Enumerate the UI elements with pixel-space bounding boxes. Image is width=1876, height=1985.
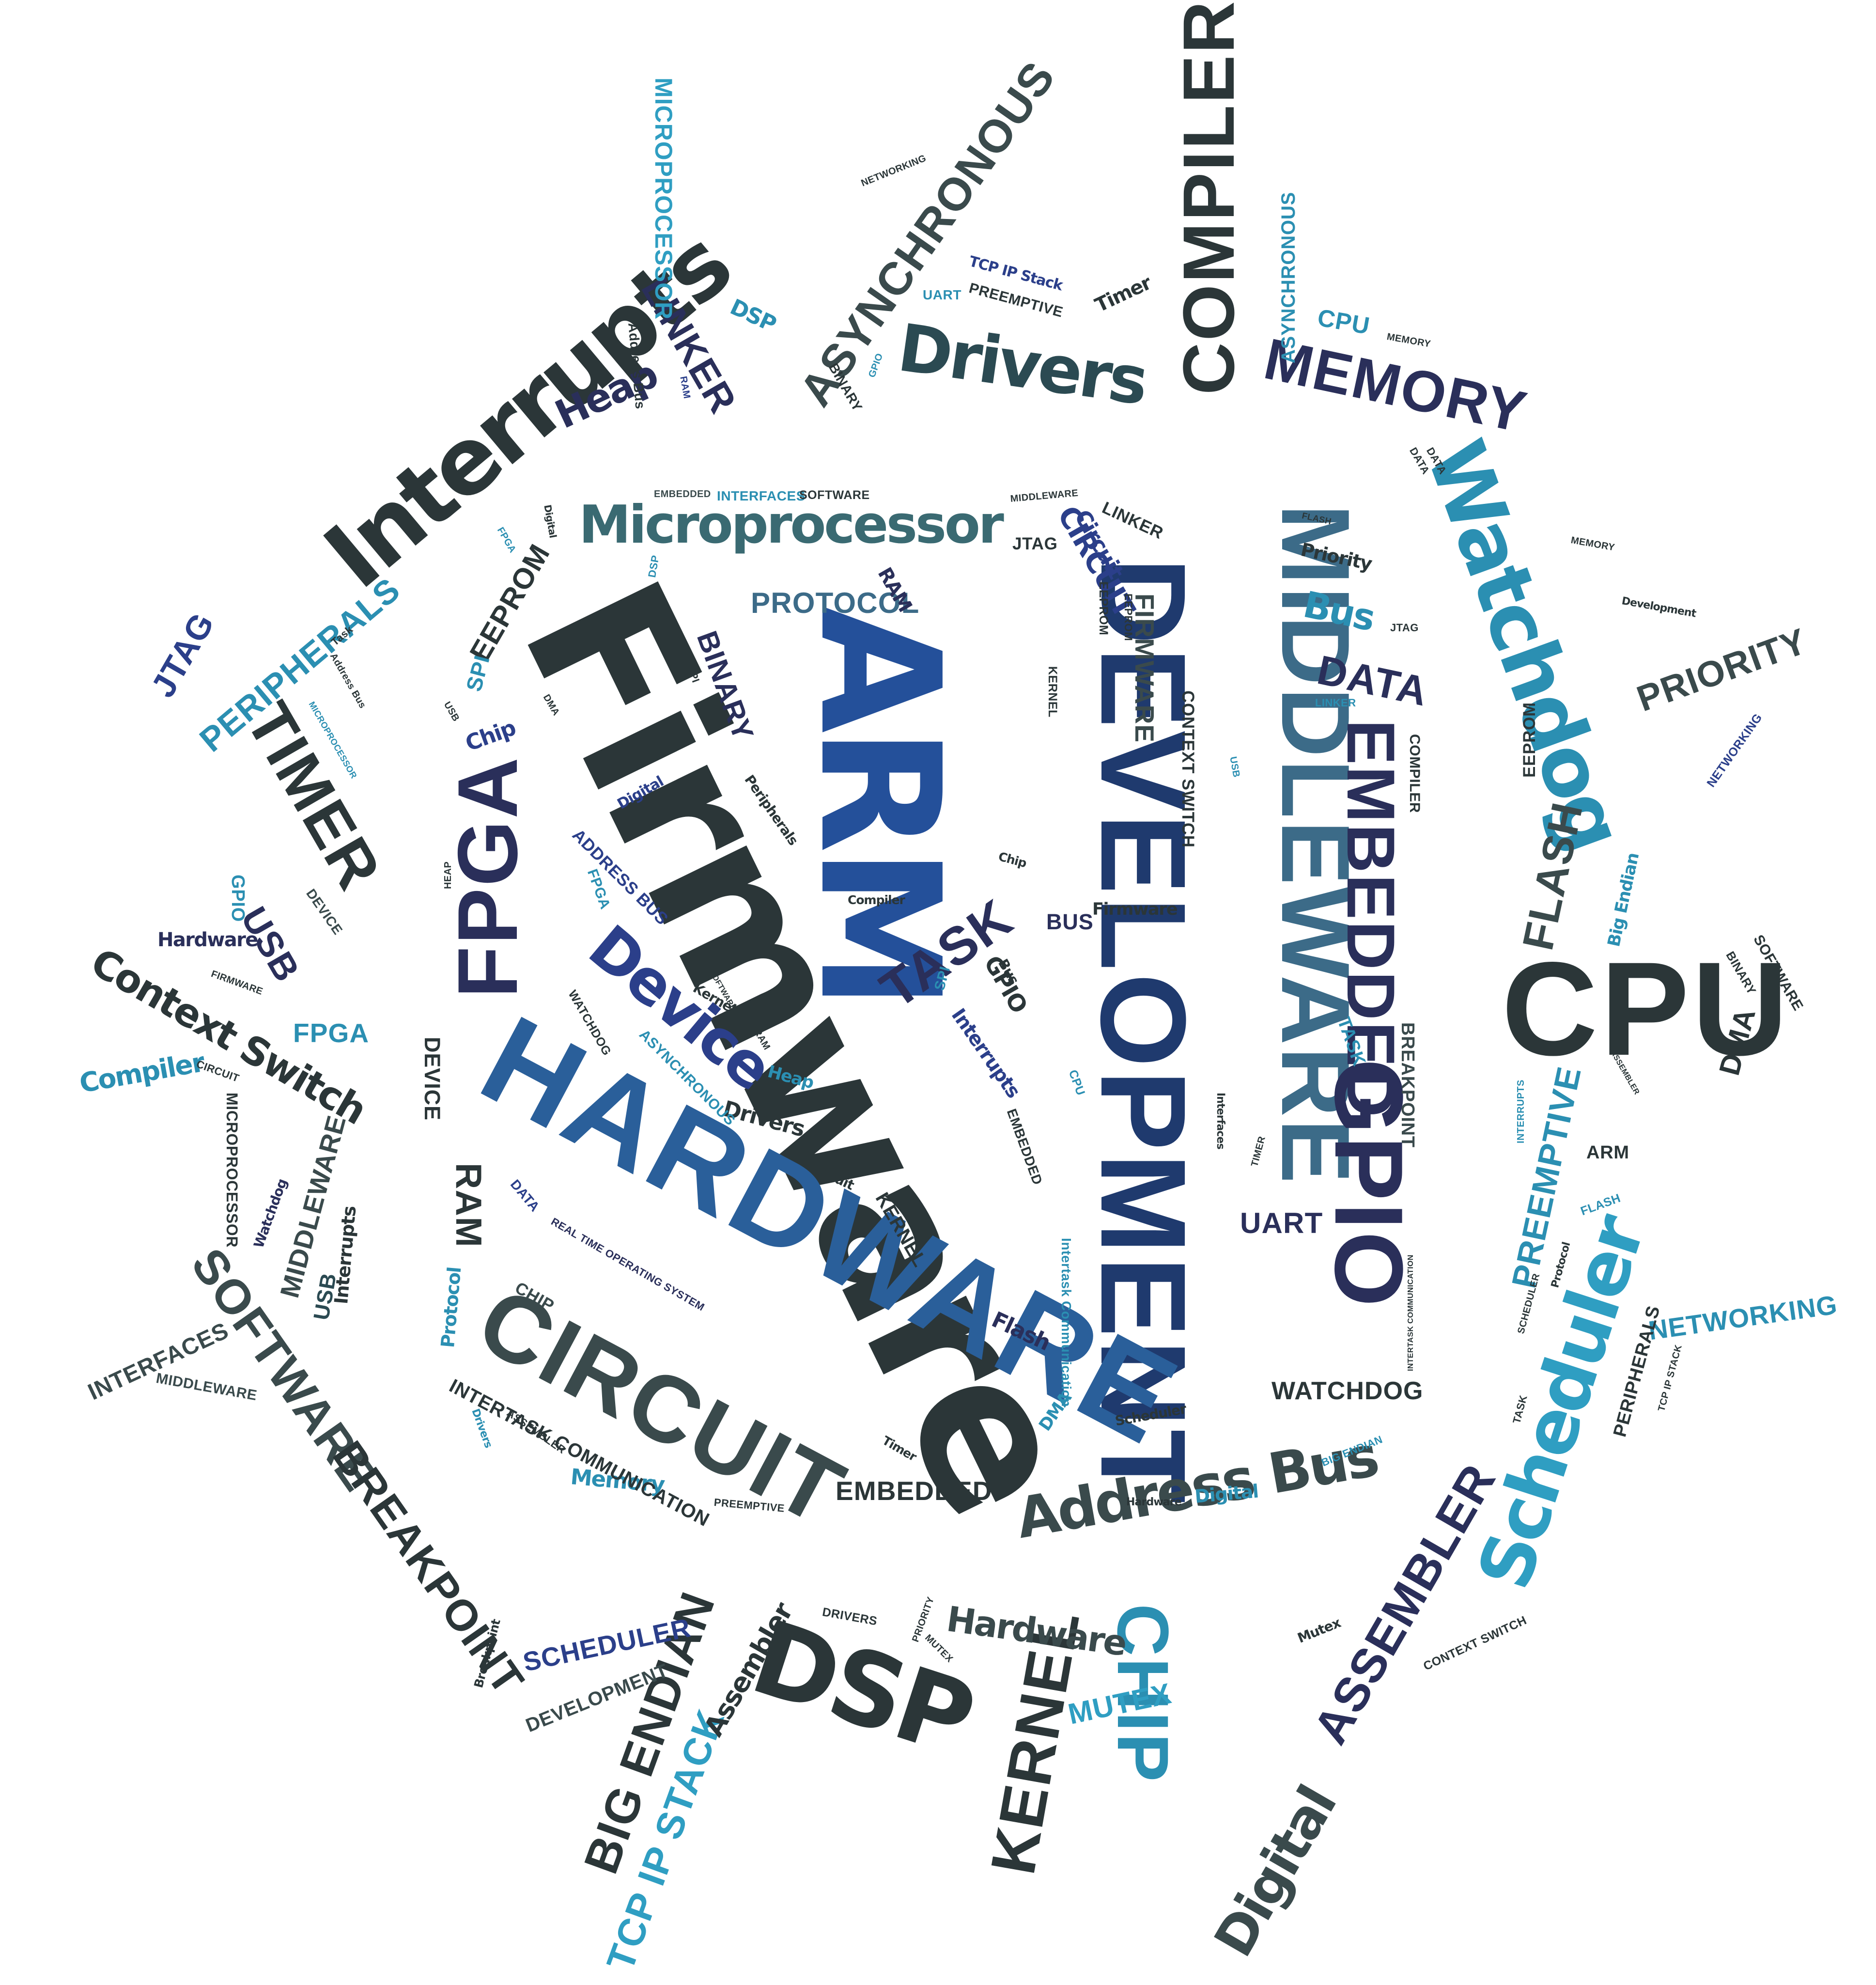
word-usb-right: USB bbox=[1227, 755, 1242, 779]
word-interfaces-top: INTERFACES bbox=[717, 488, 806, 503]
word-memory-top-small: MEMORY bbox=[1386, 331, 1432, 350]
word-digital-large: Digital bbox=[1202, 1777, 1348, 1967]
word-interrupts-center: Interrupts bbox=[946, 1004, 1024, 1102]
word-watchdog-right: WATCHDOG bbox=[1271, 1377, 1424, 1405]
word-protocol-center: PROTOCOL bbox=[751, 587, 920, 619]
word-memory-large: MEMORY bbox=[1258, 326, 1533, 445]
word-device-center: DEVICE bbox=[420, 1037, 445, 1121]
word-compiler-large: COMPILER bbox=[1168, 0, 1249, 395]
word-heap-center-small: HEAP bbox=[443, 861, 453, 889]
word-timer-large: TIMER bbox=[233, 691, 395, 902]
word-fpga-left: FPGA bbox=[293, 1018, 370, 1048]
word-context-switch-vertical: CONTEXT SWITCH bbox=[1178, 690, 1197, 848]
word-interrupts-right: INTERRUPTS bbox=[1516, 1079, 1526, 1143]
word-eeprom-right: EEPROM bbox=[1520, 702, 1539, 778]
word-chip-center: Chip bbox=[997, 849, 1028, 871]
word-drivers-large: Drivers bbox=[893, 310, 1151, 420]
word-uart-top: UART bbox=[923, 287, 962, 302]
word-address-bus-left: Address Bus bbox=[327, 651, 368, 711]
word-software-top: SOFTWARE bbox=[799, 488, 870, 502]
word-context-switch-right: CONTEXT SWITCH bbox=[1421, 1613, 1529, 1673]
word-jtag-left: JTAG bbox=[143, 606, 222, 703]
word-memory-right: MEMORY bbox=[1570, 535, 1616, 553]
word-compiler-left: Compiler bbox=[77, 1047, 206, 1099]
word-timer-top: Timer bbox=[1091, 271, 1155, 317]
word-fpga-top-small: FPGA bbox=[495, 525, 518, 555]
word-arm-right: ARM bbox=[1586, 1142, 1629, 1163]
word-embedded-top: EMBEDDED bbox=[654, 489, 711, 500]
word-interfaces-center: Interfaces bbox=[1214, 1093, 1226, 1149]
word-bus-center: BUS bbox=[1046, 909, 1094, 934]
word-jtag-center-top: JTAG bbox=[1012, 534, 1058, 553]
word-breakpoint-right: BREAKPOINT bbox=[1397, 1022, 1418, 1148]
word-linker-right: LINKER bbox=[1315, 697, 1356, 709]
word-watchdog-left: Watchdog bbox=[250, 1176, 291, 1250]
word-breakpoint-large: BREAKPOINT bbox=[323, 1433, 533, 1704]
word-embedded-center: EMBEDDED bbox=[1004, 1107, 1046, 1187]
word-eeprom-center-top: EEPROM bbox=[1097, 581, 1110, 636]
word-intertask-communication-vertical: Intertask Communication bbox=[1059, 1238, 1074, 1407]
word-ram-center: RAM bbox=[449, 1163, 489, 1248]
word-gpio-left: GPIO bbox=[228, 875, 248, 922]
word-cpu-top: CPU bbox=[1315, 304, 1372, 340]
word-gpio-center: GPIO bbox=[978, 951, 1033, 1017]
word-hardware-center: Hardware bbox=[1126, 1496, 1182, 1508]
word-compiler-center: Compiler bbox=[848, 893, 905, 907]
word-mutex-right: Mutex bbox=[1295, 1614, 1343, 1646]
word-dsp-top: DSP bbox=[726, 294, 780, 337]
word-microprocessor-large: Microprocessor bbox=[579, 495, 1004, 555]
word-intertask-communication-right: INTERTASK COMMUNICATION bbox=[1407, 1254, 1415, 1371]
word-priority-right: PRIORITY bbox=[1631, 620, 1813, 719]
word-cpu-large: CPU bbox=[1502, 935, 1791, 1083]
word-firmware-center: Firmware bbox=[1092, 900, 1178, 919]
word-middleware-small-left: MIDDLEWARE bbox=[155, 1370, 259, 1404]
word-development-right: Development bbox=[1621, 595, 1697, 620]
word-embedded-bottom: EMBEDDED bbox=[836, 1476, 992, 1506]
word-asynchronous-vertical: ASYNCHRONOUS bbox=[1278, 191, 1299, 363]
word-microprocessor-left: MICROPROCESSOR bbox=[223, 1093, 241, 1248]
word-kernel-center-top: KERNEL bbox=[1046, 666, 1059, 718]
word-microprocessor-vertical: MICROPROCESSOR bbox=[650, 78, 677, 320]
word-hardware-left: Hardware bbox=[157, 929, 258, 951]
word-spi-left-center: SPI bbox=[461, 652, 495, 694]
word-protocol-center-small: Protocol bbox=[437, 1266, 465, 1349]
word-chip-center-left: Chip bbox=[462, 715, 519, 757]
word-digital-center: Digital bbox=[1194, 1480, 1259, 1507]
word-jtag-right: JTAG bbox=[1390, 622, 1419, 634]
word-networking-right: NETWORKING bbox=[1646, 1289, 1840, 1346]
word-networking-top: NETWORKING bbox=[859, 153, 928, 189]
word-firmware-vertical: FIRMWARE bbox=[1130, 594, 1160, 743]
word-data-center-small: DATA bbox=[507, 1176, 543, 1215]
word-big-endian-right: Big Endian bbox=[1604, 851, 1643, 949]
word-watchdog-large: Watchdog bbox=[1408, 429, 1642, 861]
word-tcp-ip-stack-right: TCP IP STACK bbox=[1656, 1344, 1684, 1413]
word-compiler-right: COMPILER bbox=[1407, 734, 1423, 813]
word-eeprom-vertical: EEPROM bbox=[1122, 594, 1134, 641]
word-digital-top: Digital bbox=[542, 503, 559, 539]
word-linker-center-top: LINKER bbox=[1099, 498, 1166, 543]
word-firmware-left: FIRMWARE bbox=[209, 969, 264, 998]
word-interrupts-left: Interrupts bbox=[330, 1205, 360, 1305]
word-usb-center: USB bbox=[441, 700, 462, 724]
word-flash-right: FLASH bbox=[1514, 797, 1593, 954]
word-fpga-large: FPGA bbox=[441, 755, 535, 998]
word-uart-right: UART bbox=[1240, 1207, 1323, 1239]
word-assembler-large: ASSEMBLER bbox=[1302, 1454, 1506, 1753]
word-networking-right-small: NETWORKING bbox=[1704, 711, 1765, 790]
